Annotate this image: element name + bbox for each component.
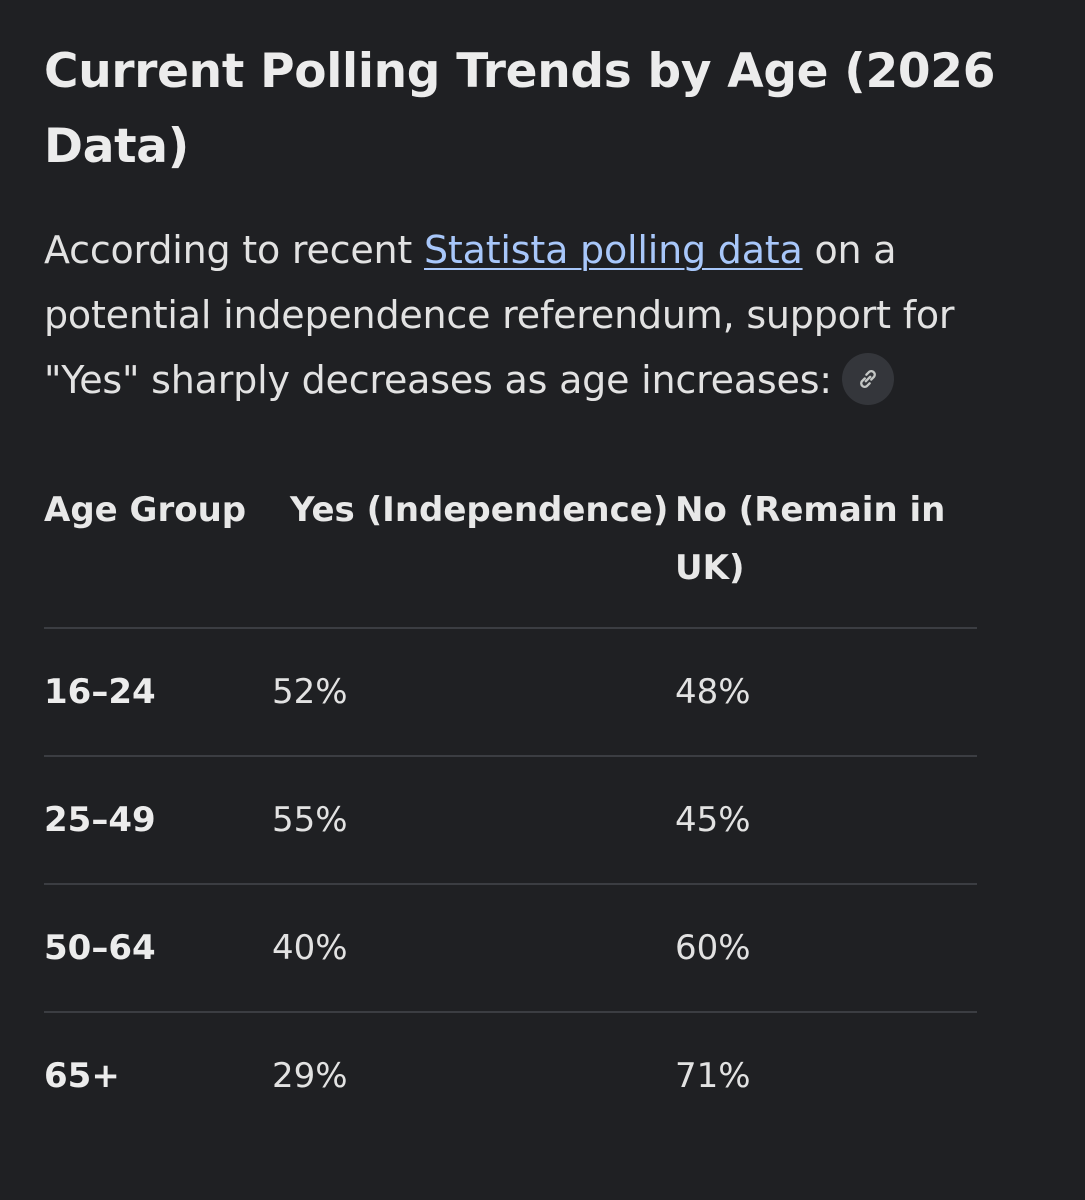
yes-cell: 40%	[272, 883, 657, 1012]
header-yes: Yes (Independence)	[290, 490, 669, 530]
no-cell: 60%	[675, 883, 977, 1012]
table-header-row: Age Group Yes (Independence) No (Remain …	[44, 481, 977, 628]
intro-text-before: According to recent	[44, 228, 425, 272]
header-age-group: Age Group	[44, 490, 247, 530]
no-cell: 45%	[675, 755, 977, 884]
yes-cell: 29%	[272, 1011, 657, 1139]
polling-table: Age Group Yes (Independence) No (Remain …	[44, 481, 977, 1139]
table-row: 25–49 55% 45%	[44, 755, 977, 884]
source-link-button[interactable]	[841, 352, 894, 405]
answer-content: Current Polling Trends by Age (2026 Data…	[44, 34, 1024, 1139]
yes-cell: 52%	[272, 627, 657, 756]
section-heading: Current Polling Trends by Age (2026 Data…	[44, 44, 996, 174]
link-icon	[860, 369, 876, 388]
table-row: 50–64 40% 60%	[44, 883, 977, 1012]
intro-paragraph: According to recent Statista polling dat…	[44, 218, 1019, 413]
age-cell: 50–64	[44, 883, 290, 1012]
no-cell: 71%	[675, 1011, 977, 1139]
age-cell: 65+	[44, 1011, 290, 1139]
intro-text-after: on a potential independence referendum, …	[44, 228, 955, 402]
table-row: 65+ 29% 71%	[44, 1011, 977, 1139]
age-cell: 25–49	[44, 755, 290, 884]
no-cell: 48%	[675, 627, 977, 756]
statista-link[interactable]: Statista polling data	[424, 228, 803, 272]
header-no: No (Remain in UK)	[675, 490, 946, 588]
yes-cell: 55%	[272, 755, 657, 884]
table-row: 16–24 52% 48%	[44, 627, 977, 756]
age-cell: 16–24	[44, 627, 290, 756]
